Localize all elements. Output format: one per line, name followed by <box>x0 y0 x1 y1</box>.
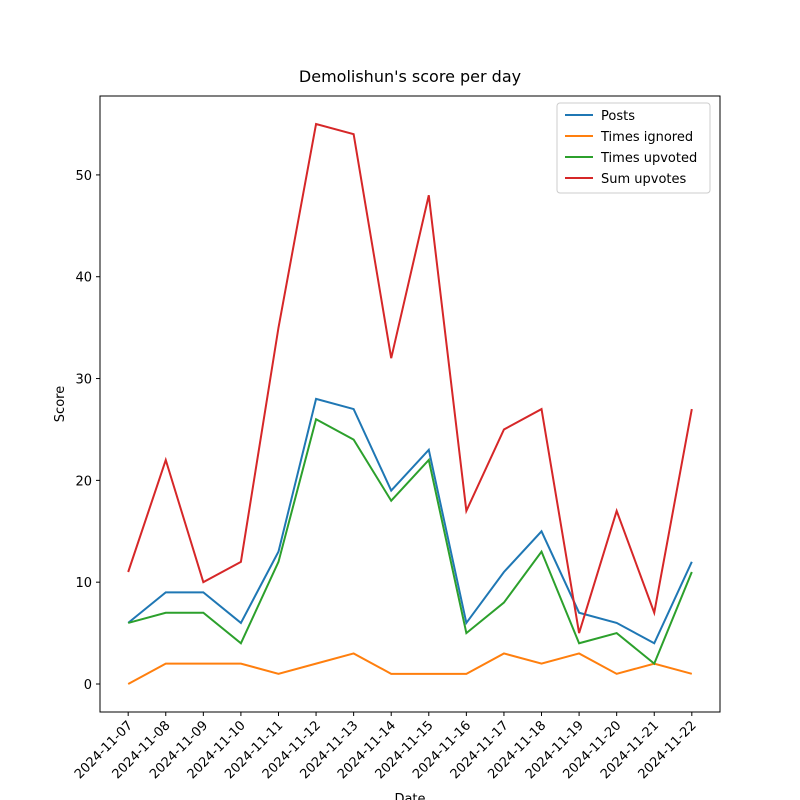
y-tick-label: 10 <box>75 576 92 591</box>
y-tick-label: 0 <box>84 678 92 693</box>
chart-title: Demolishun's score per day <box>299 67 521 86</box>
series-line <box>127 417 693 666</box>
x-axis-label: Date <box>394 792 425 800</box>
legend-label: Times upvoted <box>600 151 697 166</box>
y-tick-label: 20 <box>75 474 92 489</box>
series-line <box>127 397 693 645</box>
y-tick-label: 30 <box>75 373 92 388</box>
series-line <box>127 652 693 685</box>
series-line <box>127 122 693 634</box>
plot-frame <box>99 95 721 713</box>
legend-label: Sum upvotes <box>601 172 687 187</box>
y-tick-label: 50 <box>75 169 92 184</box>
legend-label: Times ignored <box>600 130 693 145</box>
y-axis-label: Score <box>53 386 68 422</box>
y-tick-label: 40 <box>75 271 92 286</box>
legend-label: Posts <box>601 109 635 124</box>
legend-box <box>556 102 711 194</box>
